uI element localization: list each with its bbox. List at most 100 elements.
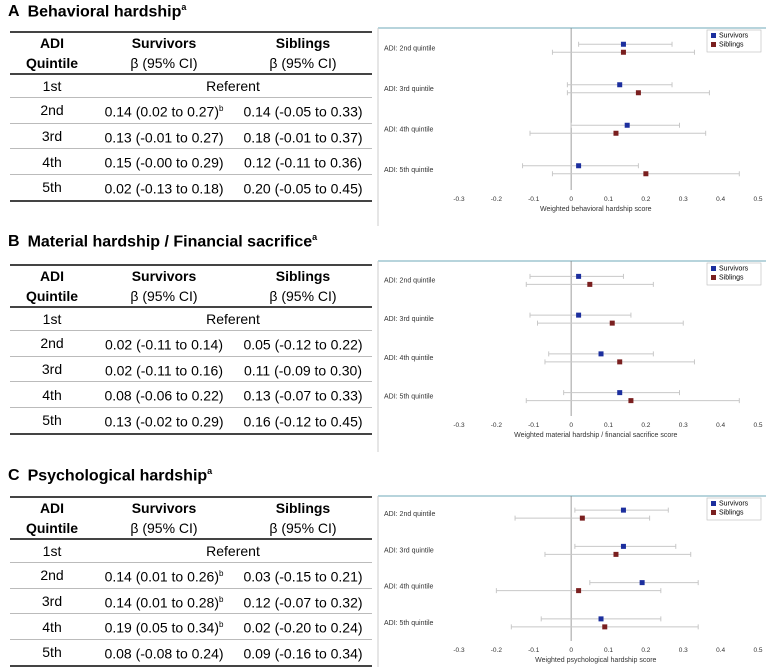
- category-label: ADI: 3rd quintile: [384, 86, 434, 93]
- siblings-cell: 0.16 (-0.12 to 0.45): [234, 407, 372, 435]
- x-tick-label: 0.5: [753, 196, 762, 203]
- table-row: 3rd 0.14 (0.01 to 0.28)b 0.12 (-0.07 to …: [10, 588, 372, 615]
- category-label: ADI: 2nd quintile: [384, 277, 435, 284]
- referent-cell: Referent: [94, 307, 372, 331]
- header-adi-quintile: ADI Quintile: [25, 500, 79, 536]
- siblings-cell: 0.02 (-0.20 to 0.24): [234, 613, 372, 640]
- siblings-cell: 0.14 (-0.05 to 0.33): [234, 97, 372, 124]
- legend-marker: [711, 510, 716, 515]
- table-row: 3rd 0.02 (-0.11 to 0.16) 0.11 (-0.09 to …: [10, 356, 372, 383]
- quintile-cell: 1st: [10, 74, 94, 98]
- table-row: 4th 0.19 (0.05 to 0.34)b 0.02 (-0.20 to …: [10, 613, 372, 640]
- x-tick-label: 0.2: [641, 422, 650, 429]
- category-label: ADI: 5th quintile: [384, 167, 434, 174]
- point-estimate: [576, 588, 582, 594]
- siblings-cell: 0.20 (-0.05 to 0.45): [234, 174, 372, 202]
- header-survivors: Survivors β (95% CI): [130, 35, 198, 71]
- x-tick-label: -0.3: [453, 647, 465, 654]
- x-tick-label: 0.5: [753, 647, 762, 654]
- header-adi-quintile: ADI Quintile: [25, 35, 79, 71]
- legend-box: [706, 262, 762, 286]
- header-adi-quintile: ADI Quintile: [25, 268, 79, 304]
- x-tick-label: 0.3: [679, 647, 688, 654]
- siblings-cell: 0.11 (-0.09 to 0.30): [234, 356, 372, 383]
- x-tick-label: 0.4: [716, 196, 725, 203]
- point-estimate: [576, 312, 582, 318]
- x-tick-label: 0: [569, 422, 573, 429]
- point-estimate: [602, 624, 608, 630]
- x-tick-label: -0.1: [528, 196, 540, 203]
- x-tick-label: 0.1: [604, 196, 613, 203]
- siblings-cell: 0.12 (-0.11 to 0.36): [234, 148, 372, 175]
- panel-letter: B: [8, 233, 20, 251]
- survivors-cell: 0.02 (-0.11 to 0.16): [94, 356, 234, 383]
- x-tick-label: 0.5: [753, 422, 762, 429]
- x-tick-label: 0: [569, 647, 573, 654]
- point-estimate: [639, 580, 645, 586]
- x-tick-label: 0.4: [716, 647, 725, 654]
- quintile-cell: 4th: [10, 148, 94, 175]
- table-header: ADI Quintile Survivors β (95% CI) Siblings…: [10, 265, 372, 307]
- quintile-cell: 3rd: [10, 588, 94, 615]
- table-row: 2nd 0.14 (0.01 to 0.26)b 0.03 (-0.15 to …: [10, 562, 372, 589]
- category-label: ADI: 3rd quintile: [384, 547, 434, 554]
- quintile-cell: 2nd: [10, 97, 94, 124]
- table-row: 2nd 0.14 (0.02 to 0.27)b 0.14 (-0.05 to …: [10, 97, 372, 124]
- panel-title-text: Material hardship / Financial sacrifice: [27, 233, 313, 251]
- x-tick-label: -0.1: [528, 647, 540, 654]
- table-header: ADI Quintile Survivors β (95% CI) Siblings…: [10, 497, 372, 539]
- legend-marker: [711, 266, 716, 271]
- survivors-cell: 0.14 (0.01 to 0.28)b: [94, 588, 234, 615]
- point-estimate: [617, 390, 623, 396]
- survivors-cell: 0.08 (-0.06 to 0.22): [94, 381, 234, 408]
- siblings-cell: 0.05 (-0.12 to 0.22): [234, 330, 372, 357]
- x-tick-label: -0.3: [453, 196, 465, 203]
- footnote-marker: a: [181, 2, 187, 12]
- panel-c-title: C Psychological hardshipa: [8, 466, 212, 485]
- x-tick-label: -0.3: [453, 422, 465, 429]
- point-estimate: [576, 273, 582, 279]
- survivors-cell: 0.08 (-0.08 to 0.24): [94, 639, 234, 667]
- point-estimate: [620, 543, 626, 549]
- footnote-marker: a: [207, 466, 213, 476]
- point-estimate: [617, 359, 623, 365]
- quintile-cell: 2nd: [10, 330, 94, 357]
- x-tick-label: -0.2: [491, 647, 503, 654]
- x-axis-label: Weighted behavioral hardship score: [540, 206, 652, 213]
- x-tick-label: 0.3: [679, 196, 688, 203]
- referent-cell: Referent: [94, 74, 372, 98]
- survivors-cell: 0.13 (-0.01 to 0.27): [94, 123, 234, 150]
- x-tick-label: 0.3: [679, 422, 688, 429]
- siblings-cell: 0.18 (-0.01 to 0.37): [234, 123, 372, 150]
- x-axis-label: Weighted material hardship / financial s…: [514, 432, 677, 439]
- siblings-cell: 0.03 (-0.15 to 0.21): [234, 562, 372, 589]
- legend-marker: [711, 42, 716, 47]
- table-row: 3rd 0.13 (-0.01 to 0.27) 0.18 (-0.01 to …: [10, 123, 372, 150]
- legend-label: Siblings: [719, 275, 744, 282]
- quintile-cell: 4th: [10, 613, 94, 640]
- header-siblings: Siblings β (95% CI): [269, 268, 337, 304]
- legend-label: Siblings: [719, 42, 744, 49]
- panel-title-text: Psychological hardship: [27, 467, 208, 485]
- point-estimate: [576, 163, 582, 169]
- siblings-cell: 0.12 (-0.07 to 0.32): [234, 588, 372, 615]
- point-estimate: [613, 130, 619, 136]
- table-row: 4th 0.15 (-0.00 to 0.29) 0.12 (-0.11 to …: [10, 148, 372, 175]
- x-tick-label: 0.2: [641, 647, 650, 654]
- point-estimate: [613, 551, 619, 557]
- category-label: ADI: 3rd quintile: [384, 316, 434, 323]
- header-survivors: Survivors β (95% CI): [130, 268, 198, 304]
- legend-box: [706, 29, 762, 53]
- point-estimate: [598, 351, 604, 357]
- table-row: 4th 0.08 (-0.06 to 0.22) 0.13 (-0.07 to …: [10, 381, 372, 408]
- table-row: 5th 0.13 (-0.02 to 0.29) 0.16 (-0.12 to …: [10, 407, 372, 435]
- point-estimate: [587, 281, 593, 287]
- point-estimate: [598, 616, 604, 622]
- x-tick-label: -0.2: [491, 196, 503, 203]
- point-estimate: [579, 515, 585, 521]
- point-estimate: [635, 90, 641, 96]
- panel-title-text: Behavioral hardship: [27, 3, 182, 21]
- x-tick-label: 0.4: [716, 422, 725, 429]
- quintile-cell: 1st: [10, 307, 94, 331]
- quintile-cell: 1st: [10, 539, 94, 563]
